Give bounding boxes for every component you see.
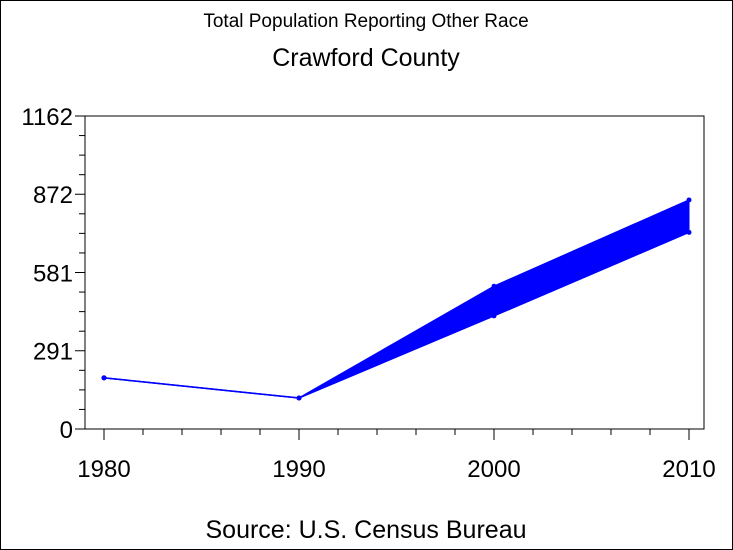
y-axis: 0 291 581 872 1162 [21, 104, 85, 444]
x-tick-label: 2000 [467, 456, 520, 483]
y-tick-label: 0 [60, 417, 73, 444]
x-axis: 1980 1990 2000 2010 [77, 429, 716, 483]
series-line-layer [103, 199, 690, 399]
data-point [296, 395, 302, 401]
x-tick-label: 1980 [77, 456, 130, 483]
x-tick-label: 2010 [662, 456, 715, 483]
y-tick-label: 1162 [21, 104, 73, 131]
series-line-2 [103, 231, 690, 399]
y-tick-label: 872 [33, 182, 73, 209]
chart-title: Total Population Reporting Other Race [203, 11, 528, 32]
x-tick-label: 1990 [272, 456, 325, 483]
data-point [686, 197, 692, 203]
data-point [101, 375, 107, 381]
data-point-layer [101, 197, 692, 401]
data-point [491, 313, 497, 319]
y-tick-label: 581 [33, 261, 73, 288]
data-point [686, 229, 692, 235]
source-caption: Source: U.S. Census Bureau [206, 516, 527, 544]
chart-subtitle: Crawford County [272, 44, 460, 72]
data-point [491, 283, 497, 289]
y-tick-label: 291 [33, 339, 73, 366]
